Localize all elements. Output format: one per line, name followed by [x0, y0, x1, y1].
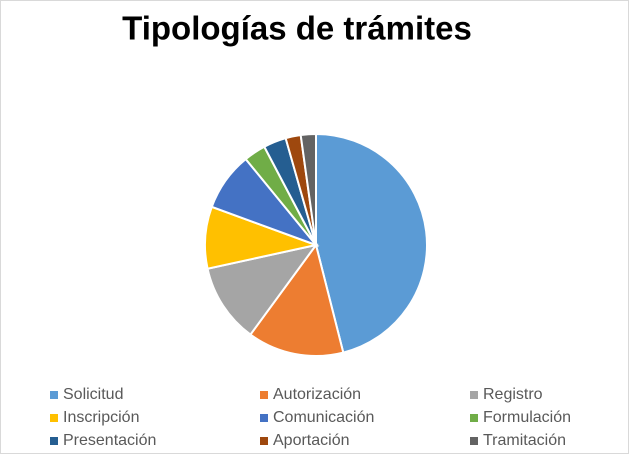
pie-slice	[249, 242, 345, 357]
legend-marker	[260, 414, 268, 422]
legend-marker	[260, 437, 268, 445]
legend-marker	[260, 391, 268, 399]
legend-marker	[50, 437, 58, 445]
chart-title: Tipologías de trámites	[122, 10, 472, 47]
legend-label: Autorización	[273, 386, 361, 403]
legend-label: Solicitud	[63, 386, 123, 403]
legend-label: Inscripción	[63, 409, 139, 426]
legend-marker	[470, 437, 478, 445]
pie-slice	[299, 132, 317, 246]
legend-label: Tramitación	[483, 432, 566, 449]
pie-slice	[206, 243, 319, 336]
legend-marker	[50, 414, 58, 422]
legend-label: Presentación	[63, 432, 156, 449]
pie-slice	[315, 132, 428, 354]
legend-label: Registro	[483, 386, 543, 403]
legend-label: Aportación	[273, 432, 350, 449]
legend-marker	[470, 414, 478, 422]
legend-marker	[470, 391, 478, 399]
legend-label: Comunicación	[273, 409, 374, 426]
legend-label: Formulación	[483, 409, 571, 426]
legend-marker	[50, 391, 58, 399]
